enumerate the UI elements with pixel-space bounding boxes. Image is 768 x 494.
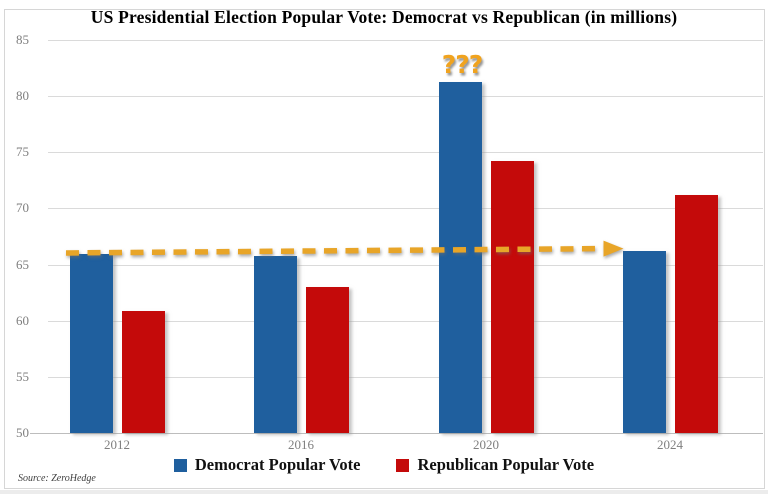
x-axis-line xyxy=(30,433,763,434)
republican-swatch-icon xyxy=(396,458,410,472)
x-axis-tick-label: 2020 xyxy=(473,437,499,452)
democrat-bar-2012 xyxy=(69,254,113,433)
y-axis-tick-label: 55 xyxy=(16,368,29,384)
republican-bar-2020 xyxy=(490,161,534,433)
gridline xyxy=(48,376,763,378)
republican-bar-2012 xyxy=(121,310,165,433)
republican-bar-2024 xyxy=(674,194,718,433)
gridline xyxy=(48,320,763,322)
x-axis-tick-label: 2016 xyxy=(288,437,314,452)
x-axis-tick-label: 2024 xyxy=(657,437,683,452)
gridline xyxy=(48,264,763,266)
gridline xyxy=(48,208,763,210)
y-axis-tick-label: 60 xyxy=(16,312,29,328)
legend: Democrat Popular Vote Republican Popular… xyxy=(0,455,768,475)
democrat-swatch-icon xyxy=(173,458,187,472)
y-axis-tick-label: 70 xyxy=(16,200,29,216)
bottom-strip xyxy=(0,490,768,494)
gridline xyxy=(48,96,763,98)
y-axis-tick-label: 75 xyxy=(16,144,29,160)
y-axis-tick-label: 85 xyxy=(16,32,29,47)
legend-label-democrat: Democrat Popular Vote xyxy=(194,455,361,474)
democrat-bar-2024 xyxy=(622,251,666,433)
y-axis-tick-label: 65 xyxy=(16,256,29,272)
y-axis-tick-label: 80 xyxy=(16,88,29,104)
democrat-bar-2020 xyxy=(438,81,482,433)
legend-item-democrat: Democrat Popular Vote xyxy=(173,455,361,475)
gridline xyxy=(48,40,763,41)
question-marks-annotation: ??? xyxy=(441,50,484,79)
chart-title: US Presidential Election Popular Vote: D… xyxy=(90,7,678,27)
source-credit: Source: ZeroHedge xyxy=(18,473,96,484)
legend-label-republican: Republican Popular Vote xyxy=(417,455,595,474)
republican-bar-2016 xyxy=(305,287,349,433)
x-axis-tick-label: 2012 xyxy=(104,437,130,452)
y-axis-tick-label: 50 xyxy=(16,425,29,440)
democrat-bar-2016 xyxy=(253,255,297,433)
legend-item-republican: Republican Popular Vote xyxy=(396,455,594,475)
gridline xyxy=(48,152,763,154)
